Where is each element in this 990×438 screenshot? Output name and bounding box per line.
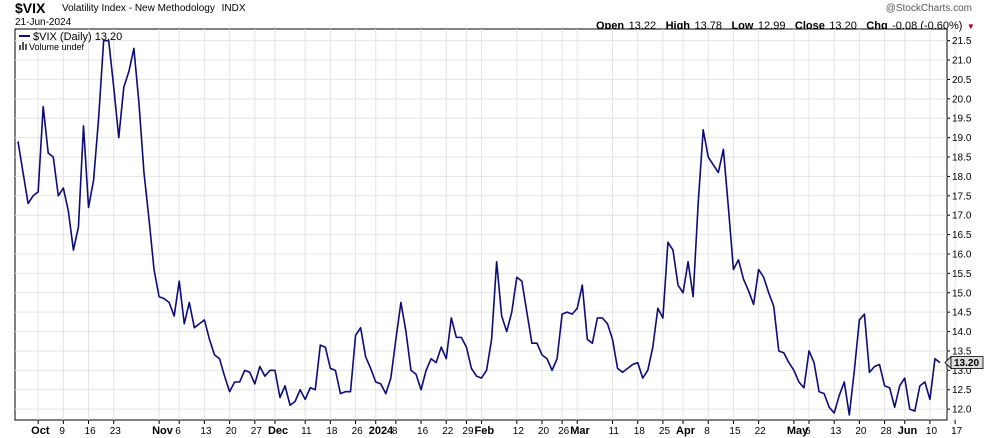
x-tick-label: 6 [175, 426, 181, 437]
exchange-label: INDX [221, 3, 246, 14]
y-tick-label: 12.5 [952, 385, 972, 396]
x-tick-label: 23 [110, 426, 122, 437]
index-name: Volatility Index - New Methodology [62, 3, 215, 14]
x-tick-label: 15 [729, 426, 741, 437]
x-tick-label: 18 [634, 426, 646, 437]
x-tick-label: Oct [31, 425, 50, 437]
x-tick-label: 10 [926, 426, 938, 437]
x-tick-label: 20 [538, 426, 550, 437]
x-tick-label: May [787, 425, 809, 437]
x-tick-label: 11 [609, 426, 620, 437]
x-tick-label: Feb [475, 425, 495, 437]
y-tick-label: 15.0 [952, 288, 972, 299]
y-tick-label: 17.0 [952, 211, 972, 222]
volume-bars-icon [19, 42, 27, 50]
y-tick-label: 18.5 [952, 153, 972, 164]
y-tick-label: 17.5 [952, 191, 972, 202]
x-tick-label: 25 [659, 426, 671, 437]
x-tick-label: 28 [881, 426, 893, 437]
plot-frame [14, 28, 948, 421]
x-tick-label: 22 [442, 426, 454, 437]
y-tick-label: 14.0 [952, 327, 972, 338]
x-tick-label: 22 [755, 426, 767, 437]
x-tick-label: 11 [301, 426, 312, 437]
x-tick-label: 26 [558, 426, 570, 437]
chart-symbol: $VIX [15, 0, 46, 16]
x-tick-label: 13 [830, 426, 842, 437]
x-tick-label: 12 [513, 426, 525, 437]
y-tick-label: 13.5 [952, 346, 972, 357]
x-tick-label: 27 [251, 426, 263, 437]
x-tick-label: 17 [951, 426, 963, 437]
y-tick-label: 19.0 [952, 133, 972, 144]
x-tick-label: 13 [200, 426, 212, 437]
y-tick-label: 12.0 [952, 405, 972, 416]
x-tick-label: 2024 [369, 425, 394, 437]
x-tick-label: 8 [704, 426, 710, 437]
x-tick-label: Nov [152, 425, 174, 437]
legend: $VIX (Daily) 13.20 Volume undef [19, 31, 122, 52]
y-tick-label: 20.5 [952, 75, 972, 86]
last-value-box [950, 356, 984, 369]
y-tick-label: 19.5 [952, 114, 972, 125]
last-value-marker: 13.20 [944, 355, 984, 370]
x-tick-label: 18 [326, 426, 338, 437]
down-triangle-icon: ▼ [966, 22, 975, 31]
series-line-vix [17, 39, 941, 416]
grid-layer [15, 29, 956, 420]
x-tick-label: Jun [898, 425, 918, 437]
stockcharts-watermark: @StockCharts.com [885, 3, 972, 14]
legend-volume-label: Volume undef [29, 42, 85, 52]
x-tick-label: 6 [805, 426, 811, 437]
y-tick-label: 15.5 [952, 269, 972, 280]
chart-title: Volatility Index - New Methodology INDX [62, 3, 246, 14]
x-tick-label: 16 [417, 426, 429, 437]
x-tick-label: 8 [392, 426, 398, 437]
y-tick-label: 16.5 [952, 230, 972, 241]
x-tick-label: Mar [570, 425, 590, 437]
legend-series-label: $VIX (Daily) 13.20 [33, 31, 122, 43]
x-tick-label: 16 [85, 426, 97, 437]
x-tick-label: Apr [676, 425, 696, 437]
y-tick-label: 18.0 [952, 172, 972, 183]
y-tick-label: 16.0 [952, 249, 972, 260]
y-axis: 12.0 12.5 13.0 13.5 14.0 14.5 15.0 15.5 16.0 16.5… [947, 36, 972, 416]
y-tick-label: 13.0 [952, 366, 972, 377]
x-tick-label: 9 [59, 426, 65, 437]
x-tick-label: 29 [462, 426, 474, 437]
y-tick-label: 14.5 [952, 308, 972, 319]
last-value-label: 13.20 [954, 358, 979, 369]
y-tick-label: 21.0 [952, 56, 972, 67]
y-tick-label: 20.0 [952, 94, 972, 105]
x-tick-label: 20 [226, 426, 238, 437]
chart-date: 21-Jun-2024 [15, 17, 72, 28]
y-tick-label: 21.5 [952, 36, 972, 47]
x-tick-label: 26 [352, 426, 364, 437]
x-tick-label: Dec [268, 425, 288, 437]
x-tick-label: 20 [855, 426, 867, 437]
